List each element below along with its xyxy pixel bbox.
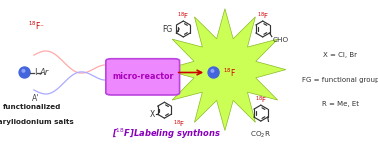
Ellipse shape (208, 67, 219, 78)
Text: X: X (150, 110, 155, 119)
Text: micro-reactor: micro-reactor (112, 72, 174, 81)
FancyBboxPatch shape (106, 59, 180, 95)
Text: $^{18}$F: $^{18}$F (177, 11, 189, 22)
Text: R = Me, Et: R = Me, Et (322, 101, 359, 107)
Ellipse shape (22, 69, 25, 72)
Text: I: I (34, 68, 36, 77)
Text: FG = functional group: FG = functional group (302, 77, 378, 83)
Text: $^{18}$F: $^{18}$F (255, 95, 266, 106)
Text: diaryliodonium salts: diaryliodonium salts (0, 119, 74, 125)
Text: $^{18}$F⁻: $^{18}$F⁻ (28, 20, 45, 32)
Text: [$^{18}$F]Labeling synthons: [$^{18}$F]Labeling synthons (112, 126, 221, 141)
Text: CO$_2$R: CO$_2$R (250, 130, 271, 140)
Text: $^{18}$F: $^{18}$F (173, 119, 185, 130)
Text: functionalized: functionalized (3, 104, 61, 110)
Text: FG: FG (163, 25, 173, 33)
Text: $^{18}$F: $^{18}$F (223, 66, 236, 79)
Text: CHO: CHO (273, 37, 289, 43)
Polygon shape (164, 9, 286, 130)
Ellipse shape (19, 67, 30, 78)
Ellipse shape (211, 69, 214, 72)
Text: $^{18}$F: $^{18}$F (257, 11, 268, 22)
Text: A': A' (31, 94, 39, 103)
Text: X = Cl, Br: X = Cl, Br (323, 52, 357, 58)
Text: Ar: Ar (39, 68, 48, 77)
